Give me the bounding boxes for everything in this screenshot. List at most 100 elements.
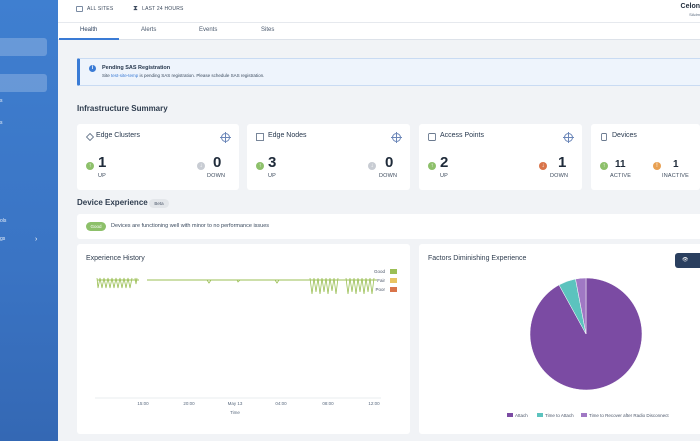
legend-good-swatch (390, 269, 397, 274)
site-link[interactable]: test-site-temp (111, 73, 139, 78)
down-arrow-icon: ↓ (539, 162, 547, 170)
card-title: Edge Clusters (96, 132, 140, 139)
down-arrow-icon: ↓ (197, 162, 205, 170)
hourglass-icon: ⧗ (133, 5, 139, 12)
show-button[interactable]: 👁 (675, 253, 700, 268)
edge-nodes-card[interactable]: Edge Nodes ↑ 3 UP ↓ 0 DOWN (247, 124, 410, 190)
sas-registration-banner: i Pending SAS Registration Site test-sit… (77, 58, 700, 86)
legend-fair-label: Fair (377, 278, 385, 283)
sites-icon (76, 6, 83, 12)
up-label: UP (268, 173, 277, 179)
down-label: DOWN (379, 173, 398, 179)
down-label: DOWN (207, 173, 226, 179)
experience-history-chart[interactable]: Good Fair Poor 15:00 20:00 May 13 04:00 … (77, 244, 410, 434)
device-experience-heading: Device Experience (77, 198, 148, 207)
locate-icon[interactable] (220, 132, 231, 143)
factors-pie-chart[interactable]: Attach Time to Attach Time to Recover afte… (419, 244, 700, 434)
legend-swatch (507, 413, 513, 417)
locate-icon[interactable] (563, 132, 574, 143)
info-icon: i (89, 65, 96, 72)
sidebar-item-label[interactable]: ols (0, 218, 7, 224)
banner-text-suffix: is pending SAS registration. Please sche… (138, 73, 265, 78)
experience-history-panel: Experience History Good Fair Poor 15:00 … (77, 244, 410, 434)
panel-title: Factors Diminishing Experience (428, 255, 527, 262)
tab-events[interactable]: Events (199, 27, 218, 33)
tab-health[interactable]: Health (80, 27, 98, 33)
tab-bar: Health Alerts Events Sites (58, 22, 700, 40)
user-name[interactable]: Celon (680, 3, 700, 10)
x-axis-ticks: 15:00 20:00 May 13 04:00 08:00 12:00 Tim… (137, 401, 380, 415)
active-label: ACTIVE (610, 173, 632, 179)
x-tick-label: 04:00 (275, 401, 287, 406)
tab-alerts[interactable]: Alerts (141, 27, 157, 33)
x-tick-label: 15:00 (137, 401, 149, 406)
status-badge: Good (86, 222, 106, 231)
up-count: 3 (268, 154, 277, 171)
user-role: SAdm (689, 12, 700, 17)
active-count: 11 (615, 159, 626, 170)
x-tick-label: 20:00 (183, 401, 195, 406)
time-filter[interactable]: ⧗ LAST 24 HOURS (133, 5, 184, 12)
down-count: 1 (558, 154, 567, 171)
top-bar: ALL SITES ⧗ LAST 24 HOURS Celon SAdm (58, 0, 700, 22)
active-tab-indicator (59, 38, 119, 40)
eye-icon: 👁 (682, 257, 689, 263)
legend-poor-swatch (390, 287, 397, 292)
good-series-noise (96, 277, 375, 295)
card-title: Access Points (440, 132, 484, 139)
locate-icon[interactable] (391, 132, 402, 143)
devices-card[interactable]: Devices ↑ 11 ACTIVE ! 1 INACTIVE (591, 124, 700, 190)
banner-title: Pending SAS Registration (102, 65, 171, 71)
active-arrow-icon: ↑ (600, 162, 608, 170)
legend-fair-swatch (390, 278, 397, 283)
site-filter[interactable]: ALL SITES (76, 6, 113, 12)
up-count: 2 (440, 154, 449, 171)
time-filter-label: LAST 24 HOURS (142, 6, 184, 12)
up-arrow-icon: ↑ (256, 162, 264, 170)
x-axis-label: Time (230, 410, 240, 415)
device-icon (601, 133, 607, 141)
legend-label: Attach (515, 413, 528, 418)
infrastructure-summary-heading: Infrastructure Summary (77, 104, 168, 113)
panel-title: Experience History (86, 255, 145, 262)
node-icon (256, 133, 264, 141)
sidebar-item-label[interactable]: gs (0, 236, 6, 242)
tab-sites[interactable]: Sites (261, 27, 275, 33)
down-label: DOWN (550, 173, 569, 179)
up-count: 1 (98, 154, 107, 171)
sidebar: s s ols gs › (0, 0, 58, 441)
access-point-icon (428, 133, 436, 141)
legend-label: Time to Recover after Radio Disconnect (589, 413, 669, 418)
sidebar-item-label[interactable]: s (0, 98, 3, 104)
legend-swatch (537, 413, 543, 417)
down-count: 0 (213, 154, 222, 171)
sidebar-item-active[interactable] (0, 74, 47, 92)
chevron-right-icon[interactable]: › (35, 236, 38, 243)
sidebar-item-dashboard[interactable] (0, 38, 47, 56)
x-tick-label: 12:00 (368, 401, 380, 406)
edge-clusters-card[interactable]: Edge Clusters ↑ 1 UP ↓ 0 DOWN (77, 124, 239, 190)
site-filter-label: ALL SITES (87, 6, 114, 12)
chart-legend: Good Fair Poor (374, 269, 397, 292)
card-title: Devices (612, 132, 637, 139)
legend-poor-label: Poor (375, 287, 385, 292)
cluster-icon (86, 133, 94, 141)
up-label: UP (440, 173, 449, 179)
inactive-label: INACTIVE (662, 173, 689, 179)
up-arrow-icon: ↑ (86, 162, 94, 170)
pie-slice-2[interactable] (575, 277, 587, 335)
sidebar-item-label[interactable]: s (0, 120, 3, 126)
up-arrow-icon: ↑ (428, 162, 436, 170)
inactive-icon: ! (653, 162, 661, 170)
card-title: Edge Nodes (268, 132, 307, 139)
experience-status-bar: Good Devices are functioning well with m… (77, 214, 700, 239)
down-count: 0 (385, 154, 394, 171)
factors-panel: Factors Diminishing Experience Attach Tim… (419, 244, 700, 434)
status-text: Devices are functioning well with minor … (111, 223, 270, 229)
inactive-count: 1 (673, 159, 679, 170)
down-arrow-icon: ↓ (368, 162, 376, 170)
legend-swatch (581, 413, 587, 417)
beta-badge: Beta (149, 199, 169, 208)
access-points-card[interactable]: Access Points ↑ 2 UP ↓ 1 DOWN (419, 124, 582, 190)
legend-good-label: Good (374, 269, 386, 274)
